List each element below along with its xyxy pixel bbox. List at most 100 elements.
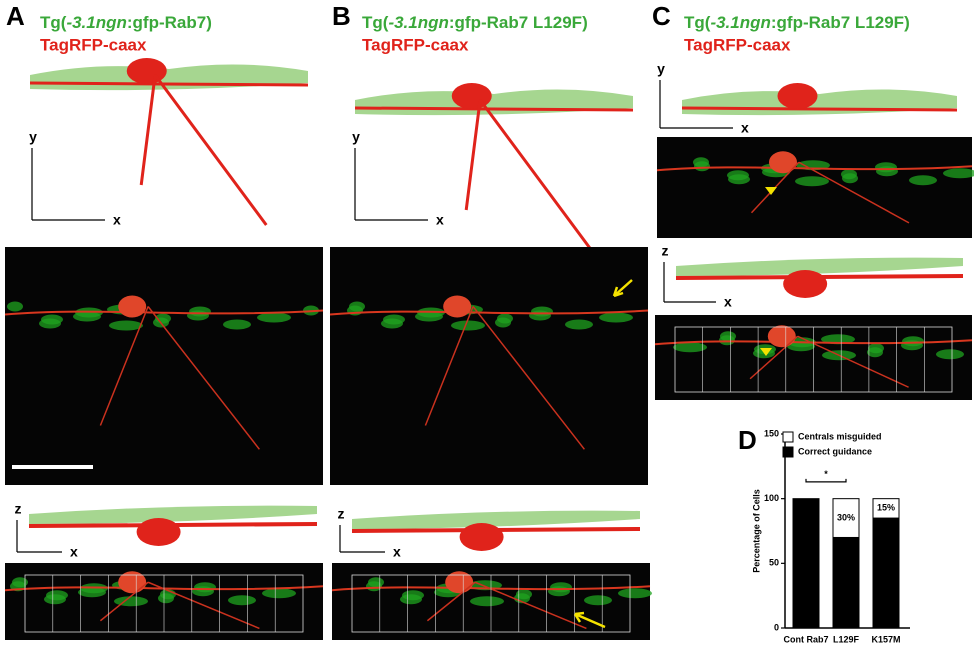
bar-segment: [872, 498, 900, 519]
gfp-cartoon: [352, 510, 640, 529]
gfp-signal: [381, 318, 403, 329]
soma-cartoon: [459, 523, 504, 551]
gfp-signal: [694, 161, 710, 172]
gfp-signal: [44, 594, 66, 605]
gfp-cartoon: [676, 257, 963, 276]
panel-label: B: [332, 1, 351, 31]
y-tick-label: 150: [764, 428, 779, 438]
gfp-signal: [400, 594, 422, 605]
significance-label: *: [824, 469, 828, 479]
arrow: [573, 611, 606, 629]
axis-label: x: [70, 544, 78, 560]
soma: [769, 151, 797, 174]
axis-label: z: [662, 243, 669, 259]
gfp-signal: [78, 587, 106, 598]
gfp-signal: [673, 342, 707, 353]
micrograph: [5, 247, 323, 485]
axis-label: z: [338, 506, 345, 522]
title-part: :gfp-Rab7 L129F): [449, 13, 588, 32]
title-part: -3.1ngn: [66, 13, 126, 32]
gfp-signal: [109, 320, 143, 331]
gfp-cartoon: [30, 64, 308, 91]
axis-label: x: [741, 120, 749, 136]
arrowhead: [760, 348, 772, 356]
title-part: :gfp-Rab7 L129F): [771, 13, 910, 32]
value-label: 100%: [794, 615, 817, 625]
gfp-signal: [187, 310, 209, 321]
legend-label: Correct guidance: [798, 446, 872, 456]
title-part: Tg(: [40, 13, 67, 32]
y-tick-label: 100: [764, 493, 779, 503]
micrograph: [657, 137, 972, 238]
axis-label: x: [724, 294, 732, 310]
gfp-signal: [787, 341, 815, 352]
x-tick-label: L129F: [833, 634, 860, 644]
gfp-signal: [719, 335, 735, 346]
panel-subtitle: TagRFP-caax: [362, 35, 469, 54]
soma-cartoon: [783, 270, 828, 298]
gfp-cartoon: [682, 89, 957, 116]
bounding-grid: [24, 574, 304, 633]
title-part: :gfp-Rab7): [127, 13, 212, 32]
process: [99, 306, 260, 450]
soma: [118, 295, 147, 318]
soma: [443, 295, 472, 318]
axis-label: x: [113, 212, 121, 228]
y-axis-label: Percentage of Cells: [751, 489, 761, 573]
bounding-grid: [351, 574, 631, 633]
gfp-signal: [584, 595, 612, 606]
axon-cartoon: [681, 106, 958, 112]
gfp-signal: [618, 588, 652, 599]
significance-bracket: [805, 478, 847, 483]
panel-label: A: [6, 1, 25, 31]
panel-title: Tg(-3.1ngn:gfp-Rab7): [40, 13, 212, 32]
title-part: Tg(: [362, 13, 389, 32]
title-part: Tg(: [684, 13, 711, 32]
gfp-signal: [262, 588, 296, 599]
axis-label: x: [436, 212, 444, 228]
gfp-cartoon: [355, 89, 633, 116]
axis-label: y: [29, 129, 37, 145]
gfp-signal: [529, 310, 551, 321]
gfp-signal: [158, 593, 174, 604]
gfp-cartoon: [29, 505, 317, 524]
bounding-grid: [674, 326, 953, 393]
axon: [656, 165, 973, 172]
axis-label: x: [393, 544, 401, 560]
soma-cartoon: [136, 518, 181, 546]
x-tick-label: K157M: [871, 634, 900, 644]
process: [424, 306, 585, 450]
legend-swatch: [782, 431, 794, 443]
value-label: 15%: [877, 503, 895, 513]
axis-label: z: [15, 501, 22, 517]
gfp-signal: [599, 312, 633, 323]
gfp-signal: [470, 596, 504, 607]
gfp-signal: [257, 312, 291, 323]
gfp-signal: [228, 595, 256, 606]
gfp-signal: [795, 176, 829, 187]
panel-label: D: [738, 425, 757, 455]
gfp-signal: [451, 320, 485, 331]
panel-subtitle: TagRFP-caax: [40, 35, 147, 54]
gfp-signal: [495, 317, 511, 328]
axis-label: y: [657, 61, 665, 77]
branch-cartoon: [464, 99, 593, 251]
soma-cartoon: [451, 83, 492, 109]
legend-swatch: [782, 446, 794, 458]
branch-cartoon: [139, 74, 268, 226]
gfp-signal: [548, 586, 570, 597]
value-label: 70%: [837, 615, 855, 625]
gfp-signal: [415, 311, 443, 322]
gfp-signal: [73, 311, 101, 322]
bar-segment: [832, 498, 860, 538]
gfp-signal: [867, 347, 883, 358]
axis-label: y: [352, 129, 360, 145]
gfp-signal: [842, 173, 858, 184]
gfp-signal: [565, 319, 593, 330]
title-part: -3.1ngn: [710, 13, 770, 32]
soma: [767, 325, 796, 348]
value-label: 30%: [837, 512, 855, 522]
gfp-signal: [728, 174, 750, 185]
bar-segment: [792, 498, 820, 629]
